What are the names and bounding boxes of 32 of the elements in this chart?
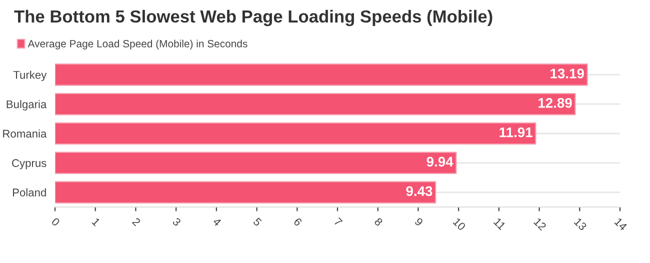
x-tick-label: 1 — [92, 218, 101, 226]
x-tick-label: 9 — [414, 217, 424, 226]
x-tick-label: 10 — [452, 218, 466, 231]
x-tick-label: 2 — [132, 217, 141, 226]
x-tick-label: 6 — [293, 217, 302, 227]
bar — [55, 152, 457, 174]
x-tick-label: 11 — [493, 218, 506, 230]
chart-title: The Bottom 5 Slowest Web Page Loading Speeds (Mobile) — [14, 10, 492, 26]
data-label: 11.91 — [500, 127, 532, 138]
x-tick-label: 3 — [172, 217, 182, 227]
x-tick-label: 12 — [533, 218, 547, 231]
x-tick-label: 5 — [252, 217, 262, 227]
y-tick-label: Romania — [3, 129, 47, 138]
y-tick-label: Bulgaria — [6, 100, 47, 110]
x-tick-label: 0 — [51, 217, 60, 227]
y-tick-label: Poland — [12, 188, 46, 196]
data-label: 12.89 — [538, 98, 572, 108]
x-tick-label: 13 — [574, 218, 588, 231]
x-tick-label: 14 — [614, 218, 628, 231]
x-tick-label: 7 — [334, 217, 343, 226]
y-tick-label: Cyprus — [12, 159, 46, 170]
x-tick-label: 8 — [374, 217, 384, 227]
legend-label: Average Page Load Speed (Mobile) in Seconds — [28, 40, 248, 50]
y-tick-label: Turkey — [13, 70, 47, 82]
bar — [55, 181, 436, 204]
data-label: 9.94 — [426, 156, 454, 167]
data-label: 13.19 — [550, 68, 584, 78]
x-tick-label: 4 — [212, 217, 222, 227]
bar — [55, 122, 536, 145]
bar — [55, 64, 588, 86]
data-label: 9.43 — [406, 186, 432, 196]
bar — [55, 92, 576, 116]
